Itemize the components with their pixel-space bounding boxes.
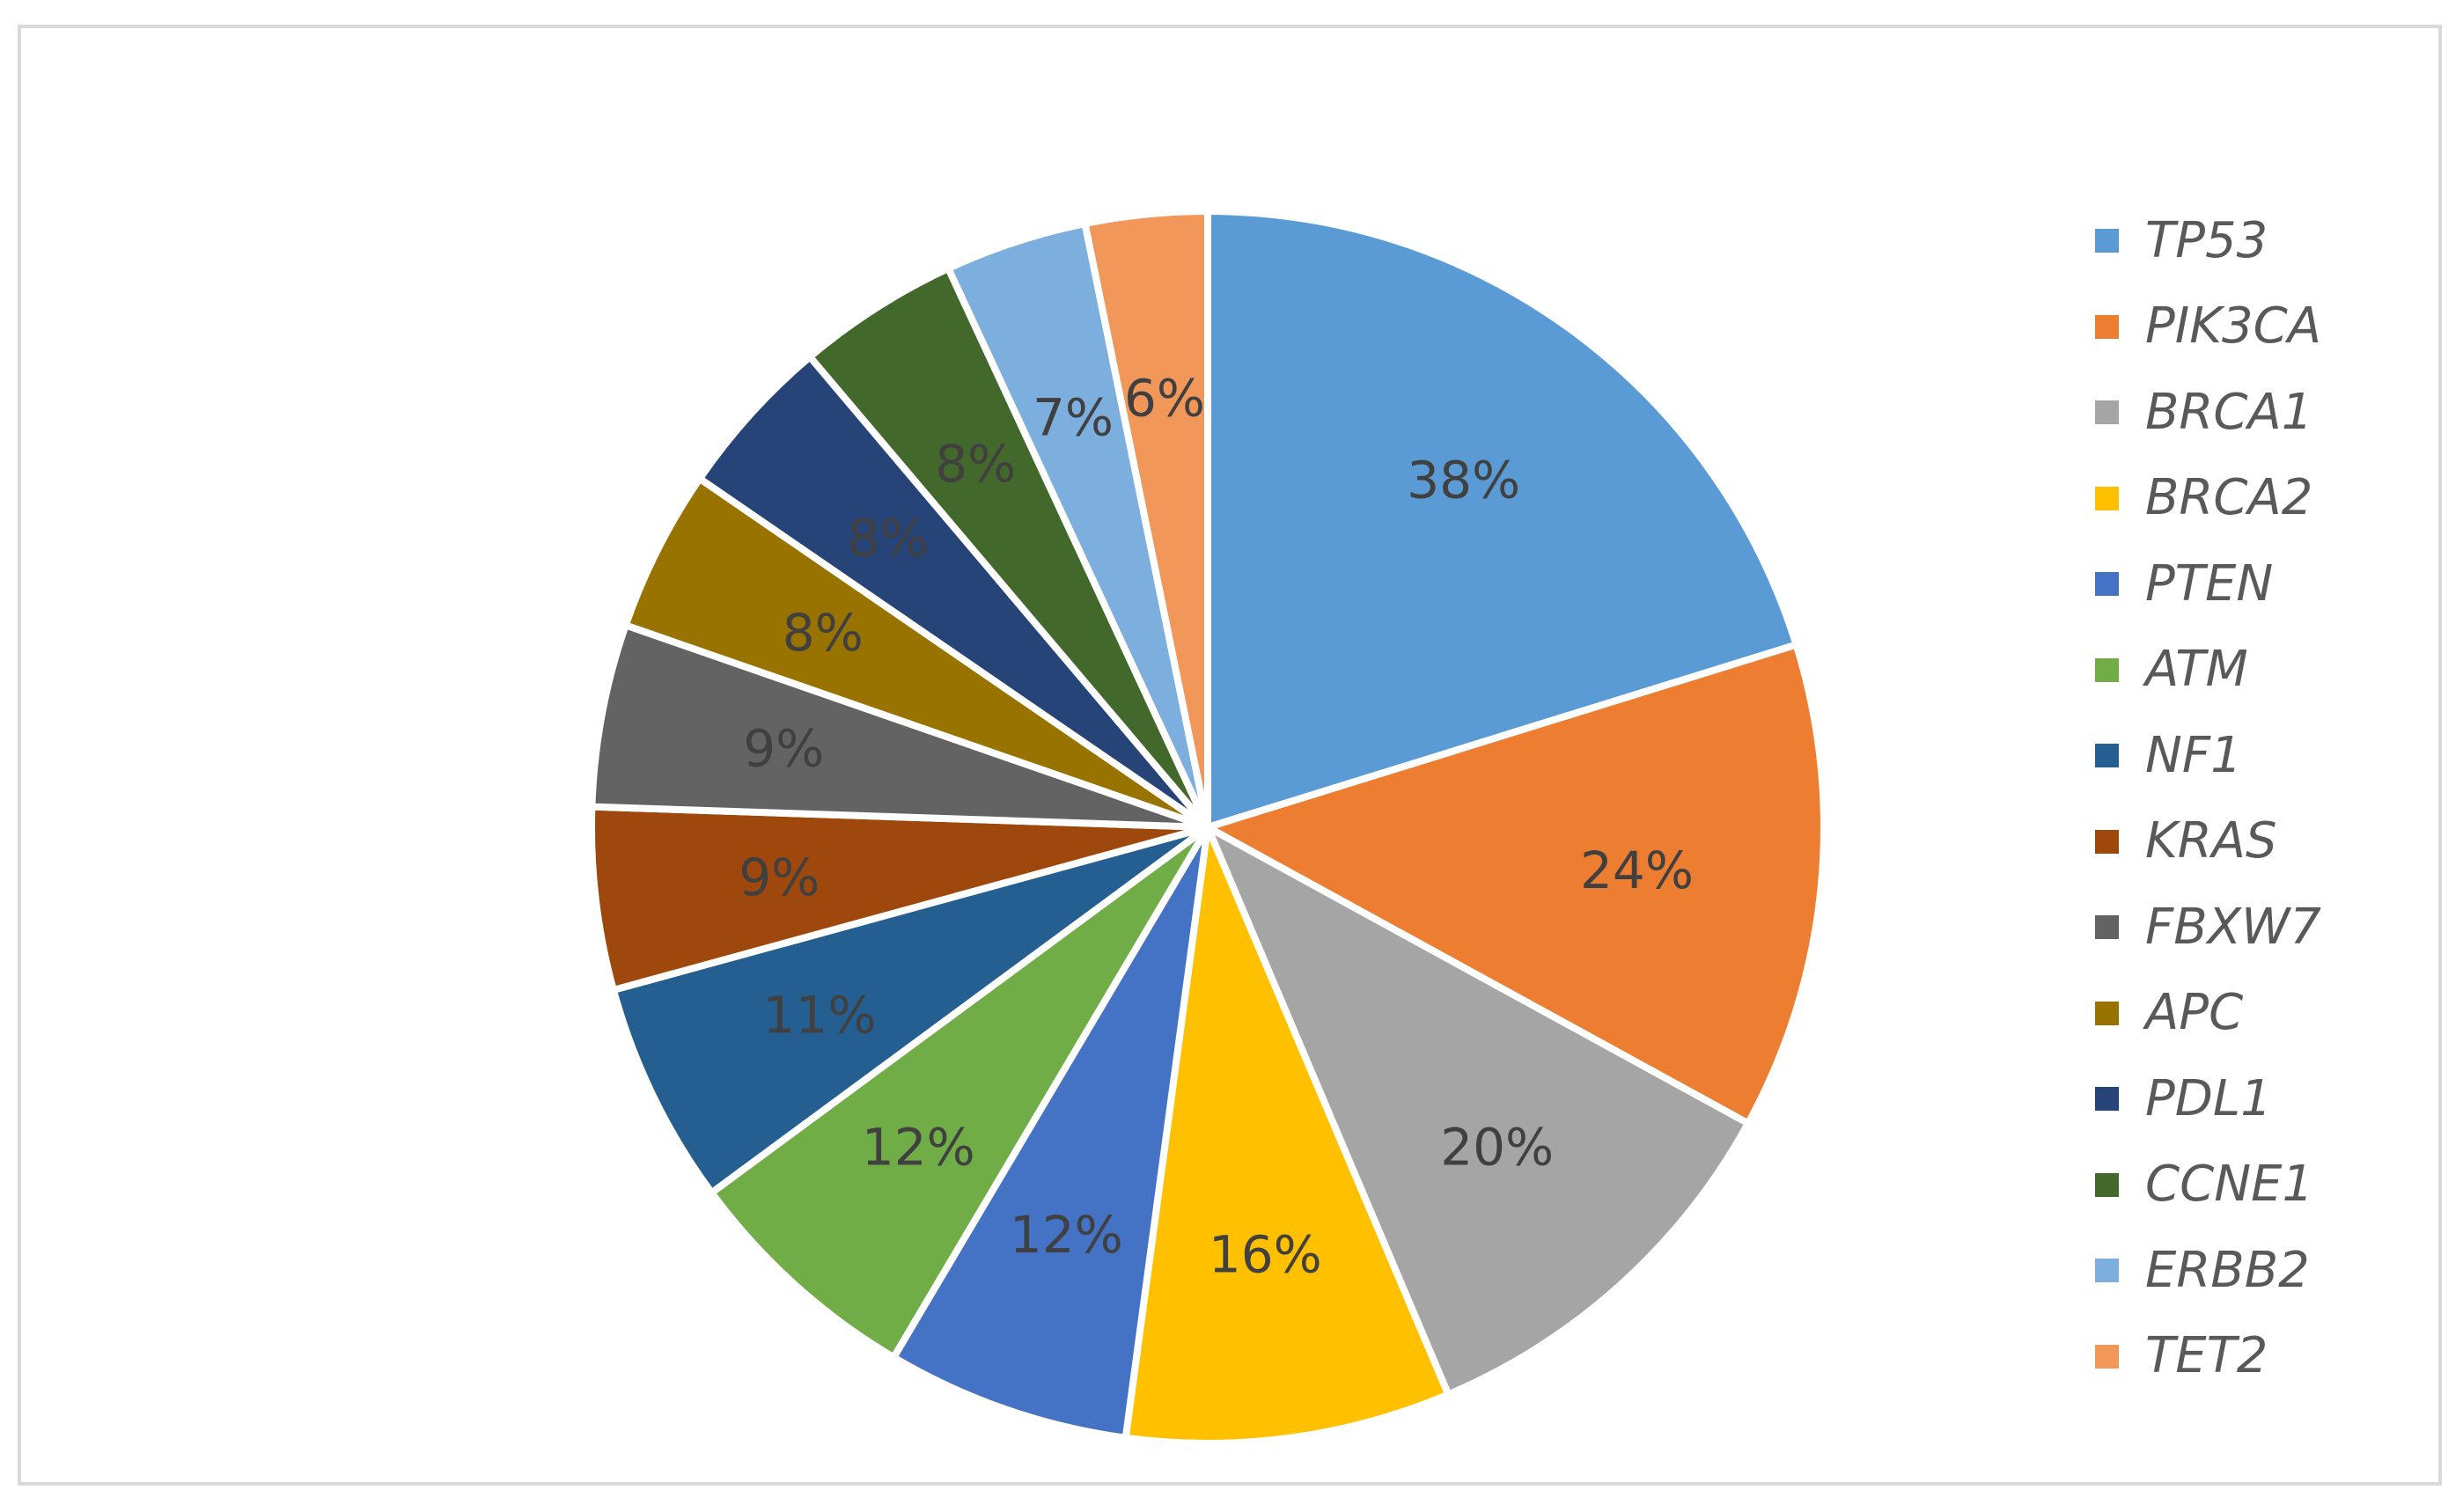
legend-swatch (2095, 1001, 2119, 1025)
pie-slice-brca2 (1121, 824, 1452, 1447)
legend-item-tet2: TET2 (2095, 1314, 2321, 1400)
legend-swatch (2095, 744, 2119, 768)
legend-swatch (2095, 314, 2119, 339)
legend-label: BRCA1 (2145, 383, 2313, 441)
pie-slice-kras (588, 803, 1211, 994)
pie-data-labels: 38%24%20%16%12%12%11%9%9%8%8%8%7% 6% (739, 369, 1694, 1285)
legend-label: PTEN (2145, 554, 2274, 613)
pie-slice-pten (890, 824, 1211, 1442)
pie-slice-pik3ca (1204, 641, 1827, 1127)
legend-label: CCNE1 (2145, 1156, 2314, 1214)
data-label-nf1: 11% (763, 986, 877, 1046)
data-label-pdl1: 8% (848, 508, 929, 568)
legend-swatch (2095, 1344, 2119, 1369)
legend-item-pten: PTEN (2095, 541, 2321, 628)
legend-swatch (2095, 572, 2119, 597)
legend-label: ERBB2 (2145, 1241, 2310, 1299)
data-label-pten: 12% (1010, 1205, 1123, 1265)
legend-label: ATM (2145, 641, 2248, 699)
legend-label: PDL1 (2145, 1069, 2272, 1127)
legend-item-nf1: NF1 (2095, 713, 2321, 799)
legend-swatch (2095, 657, 2119, 682)
data-label-apc: 8% (783, 603, 864, 663)
legend-item-fbxw7: FBXW7 (2095, 884, 2321, 971)
legend-item-ccne1: CCNE1 (2095, 1142, 2321, 1229)
legend-label: NF1 (2145, 726, 2242, 784)
legend-label: PIK3CA (2145, 297, 2322, 356)
legend-label: TP53 (2145, 211, 2268, 269)
data-label-fbxw7: 9% (743, 718, 824, 778)
data-label-brca2: 16% (1209, 1225, 1322, 1285)
legend-item-kras: KRAS (2095, 799, 2321, 885)
legend-item-brca1: BRCA1 (2095, 370, 2321, 456)
data-label-kras: 9% (739, 848, 820, 907)
pie-slice-nf1 (609, 824, 1211, 1197)
legend-swatch (2095, 400, 2119, 425)
legend-label: KRAS (2145, 812, 2277, 870)
legend-swatch (2095, 1259, 2119, 1283)
legend-swatch (2095, 1172, 2119, 1197)
legend-label: TET2 (2145, 1327, 2268, 1385)
legend-item-tp53: TP53 (2095, 198, 2321, 284)
pie-slice-tet2 (1081, 208, 1211, 831)
legend-item-apc: APC (2095, 971, 2321, 1057)
legend-item-pdl1: PDL1 (2095, 1056, 2321, 1142)
legend: TP53 PIK3CA BRCA1 BRCA2 PTEN ATM NF1 KRAS FBXW7 A… (2095, 198, 2321, 1399)
legend-swatch (2095, 229, 2119, 253)
legend-item-brca2: BRCA2 (2095, 456, 2321, 542)
legend-item-erbb2: ERBB2 (2095, 1228, 2321, 1314)
data-label-tp53: 38% (1407, 451, 1520, 510)
pie-slices (588, 208, 1827, 1447)
legend-swatch (2095, 486, 2119, 510)
legend-label: FBXW7 (2145, 898, 2321, 956)
legend-label: APC (2145, 984, 2244, 1042)
data-label-tet2: 6% (1124, 369, 1205, 429)
legend-item-atm: ATM (2095, 628, 2321, 714)
pie-slice-tp53 (1204, 208, 1800, 831)
legend-item-pik3ca: PIK3CA (2095, 284, 2321, 371)
legend-swatch (2095, 1087, 2119, 1112)
data-label-erbb2: 7% (1033, 388, 1114, 448)
data-label-pik3ca: 24% (1580, 840, 1694, 900)
pie-slice-brca1 (1204, 824, 1752, 1398)
pie-slice-atm (708, 824, 1211, 1362)
legend-swatch (2095, 829, 2119, 854)
legend-label: BRCA2 (2145, 469, 2313, 527)
legend-swatch (2095, 915, 2119, 940)
data-label-ccne1: 8% (935, 434, 1016, 494)
data-label-brca1: 20% (1440, 1117, 1554, 1177)
data-label-atm: 12% (862, 1117, 975, 1177)
